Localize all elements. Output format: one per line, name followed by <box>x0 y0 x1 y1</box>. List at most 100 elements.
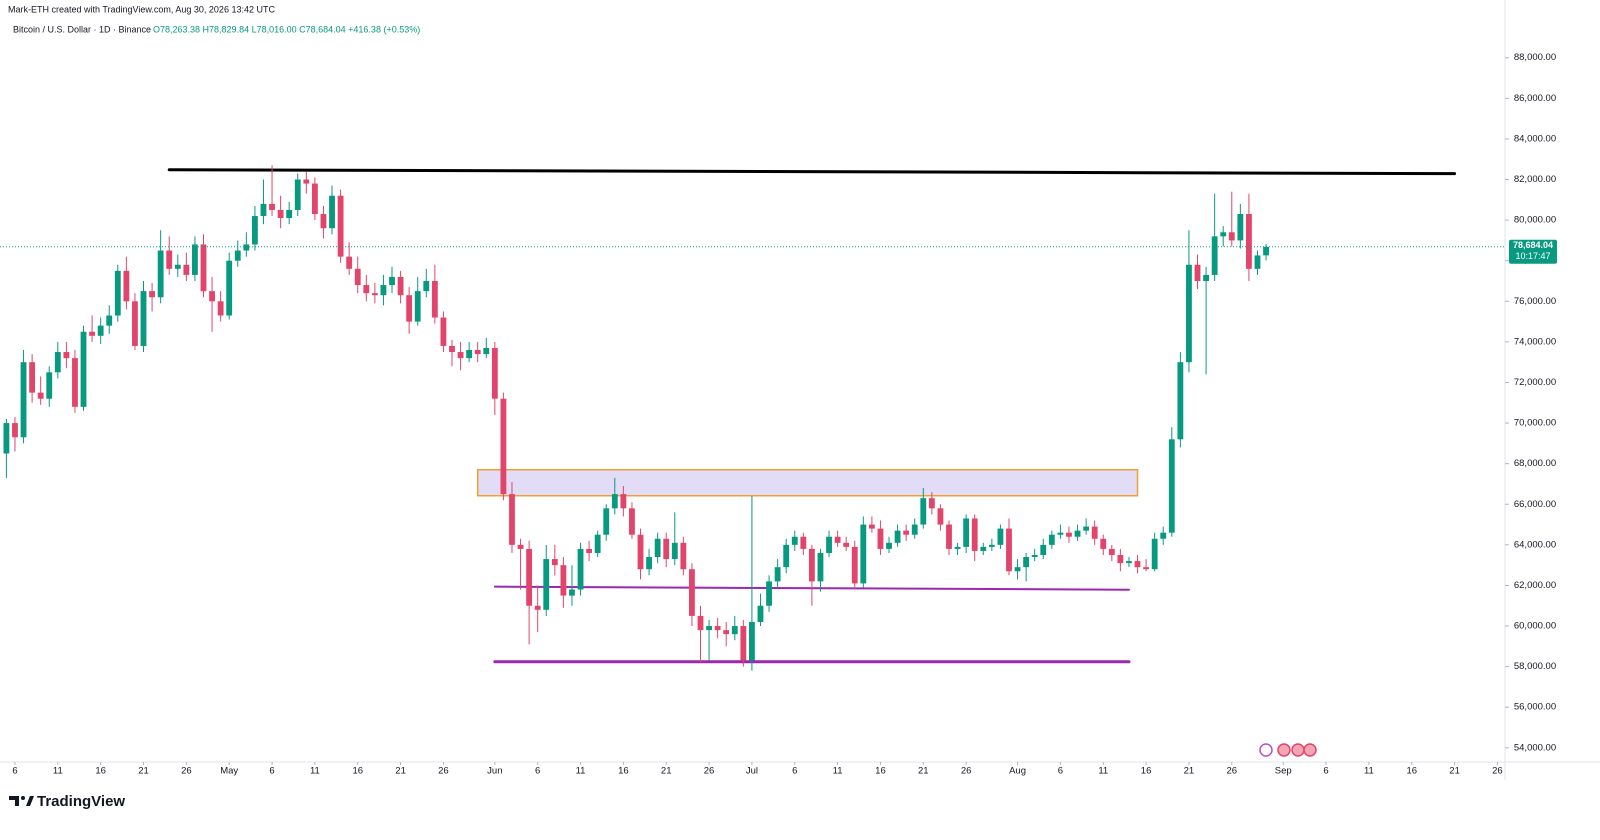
y-tick-label: 54,000.00 <box>1514 742 1556 753</box>
y-tick-label: 60,000.00 <box>1514 621 1556 632</box>
candle-body <box>209 291 215 302</box>
candle-body <box>251 216 258 245</box>
candle-body <box>157 250 164 298</box>
candle-body <box>89 331 96 336</box>
x-tick-label: 26 <box>704 766 715 777</box>
candle-body <box>740 626 747 661</box>
event-icon <box>1259 743 1273 757</box>
candle-body <box>731 626 738 635</box>
y-tick-label: 74,000.00 <box>1514 336 1556 347</box>
candle-body <box>517 544 524 549</box>
candle-body <box>569 589 575 596</box>
x-tick-label: Jul <box>746 766 758 777</box>
candle-body <box>346 256 353 269</box>
axes: 54,000.00 56,000.00 58,000.00 60,000.00 62,0… <box>12 52 1557 777</box>
candle-body <box>1228 232 1235 241</box>
x-tick-label: 21 <box>661 766 672 777</box>
candle-body <box>997 528 1004 545</box>
y-tick-label: 84,000.00 <box>1514 133 1556 144</box>
candle-body <box>3 423 10 454</box>
x-tick-label: 21 <box>918 766 929 777</box>
candle-body <box>1203 274 1209 281</box>
candle-body <box>449 345 455 353</box>
y-tick-label: 80,000.00 <box>1514 215 1556 226</box>
candle-body <box>963 518 970 547</box>
candle-body <box>483 347 490 355</box>
candle-body <box>757 605 764 622</box>
candle-body <box>1151 538 1158 570</box>
logo-mark <box>26 796 34 806</box>
candle-body <box>226 260 233 316</box>
candle-body <box>303 179 310 184</box>
candle-body <box>491 347 498 399</box>
candle-body <box>860 524 867 584</box>
candle-body <box>937 508 944 525</box>
candle-body <box>106 315 113 326</box>
candle-body <box>29 362 36 393</box>
candle-body <box>72 358 78 407</box>
y-tick-label: 62,000.00 <box>1514 580 1556 591</box>
candle-body <box>1100 538 1107 549</box>
candle-body <box>440 317 447 346</box>
countdown-label: 10:17:47 <box>1515 251 1550 261</box>
candle-body <box>791 536 798 545</box>
candle-body <box>277 209 284 219</box>
candle-body <box>320 214 327 229</box>
y-tick-label: 58,000.00 <box>1514 661 1556 672</box>
candle-body <box>1066 532 1072 537</box>
x-tick-label: 11 <box>1364 766 1374 777</box>
x-tick-label: 21 <box>1184 766 1195 777</box>
x-tick-label: 16 <box>95 766 106 777</box>
candle-body <box>560 565 567 596</box>
x-tick-label: 26 <box>1492 766 1503 777</box>
candle-body <box>800 536 807 549</box>
candle-body <box>63 352 70 359</box>
candle-body <box>877 528 884 549</box>
y-tick-label: 82,000.00 <box>1514 174 1556 185</box>
candle-body <box>1134 561 1141 568</box>
candle-body <box>689 569 695 616</box>
y-tick-label: 64,000.00 <box>1514 539 1556 550</box>
candle-body <box>680 542 687 570</box>
ohlc-legend: O78,263.38 H78,829.84 L78,016.00 C78,684… <box>153 24 420 34</box>
x-tick-label: 6 <box>12 766 17 777</box>
candle-body <box>834 536 841 543</box>
candle-body <box>783 544 790 568</box>
candle-body <box>946 524 952 549</box>
candle-body <box>1074 530 1081 537</box>
candle-body <box>260 203 267 217</box>
candle-body <box>329 195 335 229</box>
candle-body <box>911 524 918 535</box>
candle-body <box>1108 548 1115 556</box>
candle-body <box>1048 534 1055 545</box>
candle-body <box>371 293 378 296</box>
candle-body <box>594 534 601 553</box>
x-tick-label: 11 <box>833 766 843 777</box>
candle-body <box>534 605 541 610</box>
candle-body <box>551 559 558 566</box>
y-tick-label: 66,000.00 <box>1514 499 1556 510</box>
candle-body <box>971 518 978 551</box>
candle-body <box>697 615 704 631</box>
candle-body <box>980 546 987 551</box>
candle-body <box>1168 439 1175 533</box>
candle-body <box>903 530 910 535</box>
candle-body <box>1237 214 1244 241</box>
candle-body <box>354 268 361 286</box>
candle-body <box>663 538 670 560</box>
event-icon <box>1291 743 1305 757</box>
candle-body <box>217 301 224 316</box>
created-by: Mark-ETH created with TradingView.com, A… <box>8 4 275 14</box>
candle-body <box>192 244 198 275</box>
x-tick-label: 6 <box>792 766 797 777</box>
x-tick-label: 16 <box>618 766 629 777</box>
x-tick-label: Jun <box>487 766 502 777</box>
event-icon <box>1277 743 1291 757</box>
x-tick-label: 11 <box>53 766 63 777</box>
candle-body <box>843 542 850 547</box>
last-price-box <box>1509 239 1557 264</box>
candle-body <box>457 352 464 359</box>
